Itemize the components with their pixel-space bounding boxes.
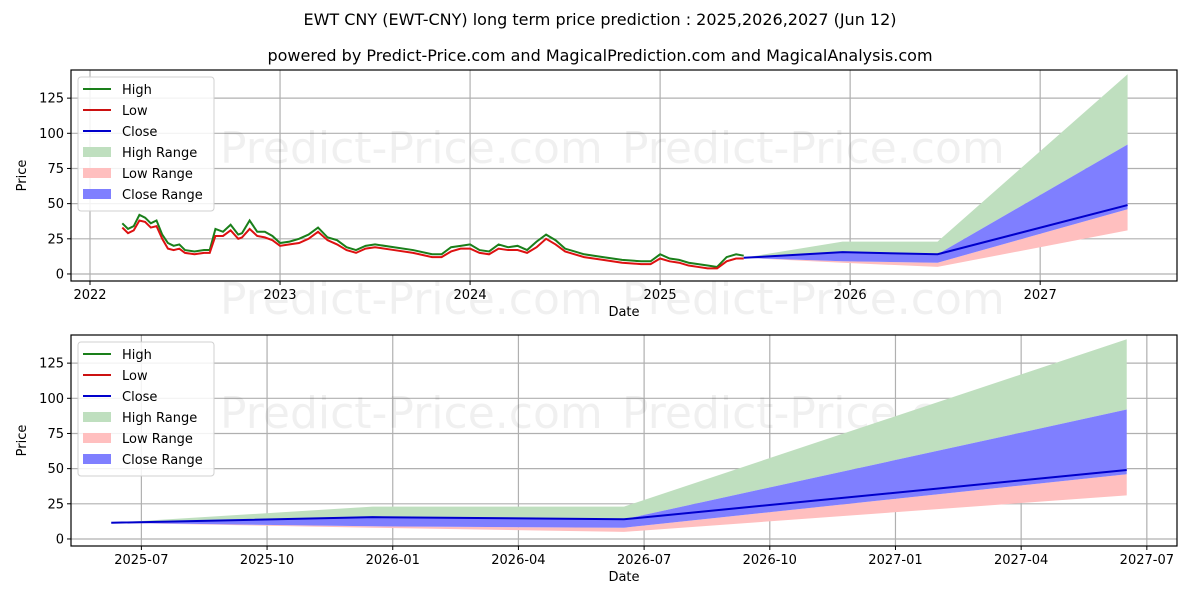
watermark-text: Predict-Price.com	[220, 388, 603, 439]
watermark-text: Predict-Price.com	[220, 274, 603, 325]
watermark-text: Predict-Price.com	[220, 123, 603, 174]
legend-high-range-label: High Range	[122, 146, 197, 161]
x-tick-label: 2025	[644, 288, 677, 303]
close-range-band	[111, 409, 1127, 528]
low-range-band	[111, 474, 1127, 532]
y-tick-label: 75	[47, 162, 64, 177]
low-line	[121, 219, 744, 270]
legend-close-range-label: Close Range	[122, 188, 203, 203]
y-tick-label: 100	[39, 127, 64, 142]
y-tick-label: 0	[56, 532, 64, 547]
legend-low-range-swatch	[83, 433, 111, 443]
high-line	[121, 213, 744, 268]
legend-high-range-swatch	[83, 412, 111, 422]
legend: High Low Close High Range Low Range Close Ran…	[77, 341, 215, 477]
legend-low-range-label: Low Range	[122, 432, 193, 447]
y-tick-label: 50	[47, 462, 64, 477]
y-tick-label: 100	[39, 392, 64, 407]
y-tick-label: 0	[56, 267, 64, 282]
axes-frame	[70, 69, 1178, 282]
axes-frame	[70, 334, 1178, 547]
watermark-text: Predict-Price.com	[622, 274, 1005, 325]
y-tick-label: 25	[47, 497, 64, 512]
x-tick-label: 2026	[834, 288, 867, 303]
legend-high-range-label: High Range	[122, 411, 197, 426]
legend-low-range-label: Low Range	[122, 167, 193, 182]
x-tick-label: 2022	[73, 288, 106, 303]
chart-title: EWT CNY (EWT-CNY) long term price predic…	[303, 10, 897, 29]
watermark-text: Predict-Price.com	[622, 123, 1005, 174]
plot-forecast-zoom: Predict-Price.com Predict-Price.com025507…	[15, 334, 1178, 585]
y-axis-label: Price	[15, 160, 30, 192]
x-axis-label: Date	[608, 570, 639, 585]
legend-close-range-swatch	[83, 189, 111, 199]
high-range-band	[743, 74, 1128, 258]
close-line	[111, 469, 1127, 524]
low-range-band	[743, 209, 1128, 267]
legend-close-label: Close	[122, 125, 157, 140]
high-range-band	[111, 339, 1127, 523]
y-tick-label: 125	[39, 357, 64, 372]
legend-low-range-swatch	[83, 168, 111, 178]
legend-low-label: Low	[122, 369, 148, 384]
x-tick-label: 2026-10	[743, 553, 797, 568]
x-tick-label: 2026-01	[366, 553, 420, 568]
legend: High Low Close High Range Low Range Close Ran…	[77, 76, 215, 212]
legend-box	[77, 76, 215, 212]
legend-high-range-swatch	[83, 147, 111, 157]
x-tick-label: 2026-04	[491, 553, 545, 568]
x-tick-label: 2027-07	[1120, 553, 1174, 568]
x-tick-label: 2027	[1024, 288, 1057, 303]
y-axis-label: Price	[15, 425, 30, 457]
y-tick-label: 25	[47, 232, 64, 247]
y-tick-label: 50	[47, 197, 64, 212]
chart-subtitle: powered by Predict-Price.com and Magical…	[267, 46, 933, 65]
legend-high-label: High	[122, 348, 152, 363]
x-tick-label: 2023	[263, 288, 296, 303]
close-line	[743, 204, 1128, 259]
y-tick-label: 75	[47, 427, 64, 442]
x-tick-label: 2027-01	[868, 553, 922, 568]
legend-close-range-swatch	[83, 454, 111, 464]
close-range-band	[743, 144, 1128, 263]
x-axis-label: Date	[608, 305, 639, 320]
legend-low-label: Low	[122, 104, 148, 119]
x-tick-label: 2027-04	[994, 553, 1048, 568]
legend-box	[77, 341, 215, 477]
legend-close-range-label: Close Range	[122, 453, 203, 468]
x-tick-label: 2025-07	[114, 553, 168, 568]
x-tick-label: 2026-07	[617, 553, 671, 568]
legend-high-label: High	[122, 83, 152, 98]
y-tick-label: 125	[39, 92, 64, 107]
legend-close-label: Close	[122, 390, 157, 405]
x-tick-label: 2024	[454, 288, 487, 303]
x-tick-label: 2025-10	[240, 553, 294, 568]
plot-long-term: Predict-Price.com Predict-Price.com Predic…	[15, 69, 1178, 325]
